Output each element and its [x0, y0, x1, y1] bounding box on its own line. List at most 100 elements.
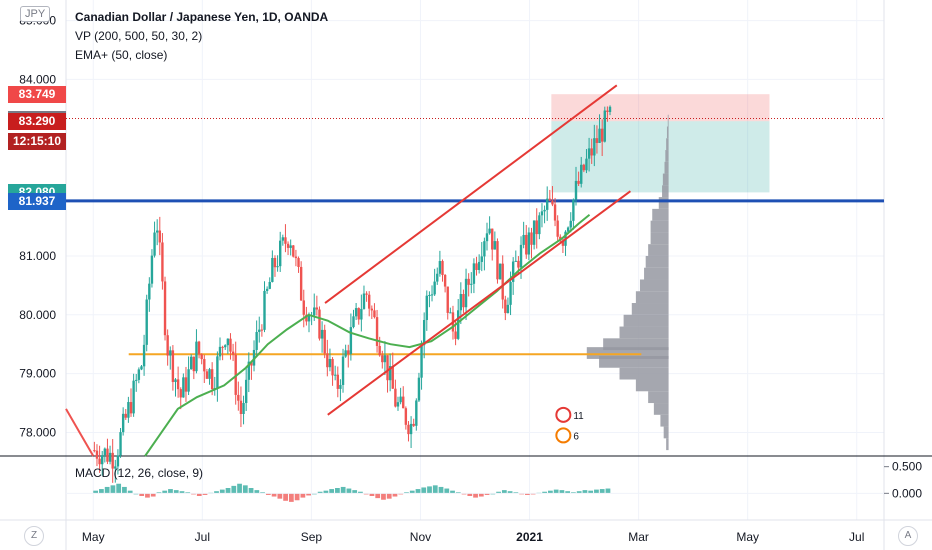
candle-body	[195, 341, 198, 372]
candle-body	[268, 281, 271, 289]
volume-profile-bar	[662, 173, 669, 186]
candle-body	[572, 199, 575, 221]
candle-body	[121, 413, 125, 433]
macd-histogram-bar	[168, 489, 173, 494]
volume-profile-bar	[652, 208, 669, 221]
macd-histogram-bar	[288, 493, 294, 502]
candle-body	[95, 450, 99, 459]
candle-body	[402, 396, 405, 409]
candle-body	[375, 317, 379, 346]
candle-body	[263, 290, 266, 330]
currency-button[interactable]: JPY	[20, 6, 51, 22]
candle-body	[166, 335, 169, 356]
candle-body	[145, 299, 148, 345]
channel-upper-line	[324, 84, 618, 304]
candle-body	[498, 263, 502, 280]
candle-body	[331, 359, 334, 376]
macd-histogram-bar	[513, 492, 519, 494]
candle-body	[464, 278, 468, 308]
symbol-title[interactable]: Canadian Dollar / Japanese Yen, 1D, OAND…	[75, 10, 329, 24]
volume-profile-bar	[666, 438, 669, 451]
macd-histogram-bar	[444, 488, 450, 494]
macd-histogram-bar	[565, 491, 571, 494]
candle-body	[514, 260, 517, 262]
macd-histogram-bar	[283, 493, 288, 501]
candle-body	[276, 266, 279, 268]
chart-legend: Canadian Dollar / Japanese Yen, 1D, OAND…	[75, 8, 328, 65]
candle-body	[522, 234, 525, 245]
macd-histogram-bar	[455, 492, 461, 494]
candle-body	[462, 294, 465, 308]
candle-body	[137, 369, 141, 380]
volume-profile-bar	[631, 303, 669, 315]
volume-profile-bar	[666, 126, 669, 139]
candle-body	[155, 230, 159, 233]
candle-body	[205, 371, 209, 379]
candle-body	[370, 308, 374, 311]
indicator-ema-label[interactable]: EMA+ (50, close)	[75, 48, 168, 62]
macd-histogram-bar	[329, 489, 335, 494]
y-tick-label: 79.000	[19, 367, 56, 381]
candle-body	[320, 329, 324, 339]
volume-profile-bar	[619, 326, 669, 339]
canada-flag-icon	[555, 406, 572, 423]
candle-body	[221, 346, 224, 348]
volume-profile-bar	[658, 197, 669, 209]
macd-histogram-bar	[300, 493, 306, 498]
candle-body	[459, 294, 463, 311]
macd-histogram-bar	[392, 493, 398, 497]
macd-histogram-bar	[306, 493, 312, 496]
candle-body	[603, 110, 606, 142]
candle-body	[313, 307, 316, 316]
candle-body	[200, 354, 203, 360]
ma-line-red	[65, 408, 95, 457]
candle-body	[606, 110, 609, 112]
indicator-vp-label[interactable]: VP (200, 500, 50, 30, 2)	[75, 29, 203, 43]
macd-histogram-bar	[542, 491, 548, 494]
reward-zone	[551, 121, 770, 193]
volume-profile-bar	[623, 314, 669, 327]
candle-body	[142, 344, 146, 367]
macd-histogram-bar	[530, 493, 536, 495]
macd-histogram-bar	[381, 493, 386, 500]
macd-histogram-bar	[93, 490, 99, 494]
volume-profile-bar	[645, 255, 669, 268]
macd-histogram-bar	[179, 491, 185, 494]
price-badge: 83.290	[8, 113, 66, 131]
candle-body	[407, 424, 410, 435]
candle-body	[111, 452, 114, 469]
macd-legend[interactable]: MACD (12, 26, close, 9)	[75, 466, 204, 480]
ema-line	[144, 213, 591, 457]
x-tick-label: May	[82, 530, 105, 544]
candle-body	[349, 327, 353, 354]
candle-body	[98, 458, 101, 465]
macd-histogram-bar	[404, 492, 409, 494]
volume-profile-bar	[648, 244, 669, 256]
candle-body	[530, 232, 533, 245]
macd-histogram-bar	[386, 493, 392, 499]
macd-histogram-bar	[237, 483, 242, 494]
candle-body	[135, 379, 138, 381]
candle-body	[360, 308, 363, 320]
macd-histogram-bar	[398, 493, 404, 495]
auto-scale-button[interactable]: A	[898, 526, 918, 546]
candle-body	[326, 353, 329, 368]
candle-body	[224, 345, 227, 348]
candle-body	[608, 106, 612, 112]
macd-histogram-bar	[421, 487, 427, 494]
volume-profile-bar	[586, 347, 669, 359]
candle-body	[190, 356, 193, 370]
candle-body	[548, 198, 552, 201]
macd-histogram-bar	[104, 486, 110, 494]
candle-body	[179, 389, 182, 398]
candle-body	[391, 366, 394, 389]
candle-body	[449, 312, 452, 314]
volume-profile-bar	[619, 367, 669, 380]
price-badge: 12:15:10	[8, 132, 66, 150]
candle-body	[362, 293, 366, 309]
candle-body	[150, 255, 154, 284]
candle-body	[333, 374, 337, 376]
zoom-toggle-button[interactable]: Z	[24, 526, 44, 546]
candle-body	[436, 273, 439, 282]
